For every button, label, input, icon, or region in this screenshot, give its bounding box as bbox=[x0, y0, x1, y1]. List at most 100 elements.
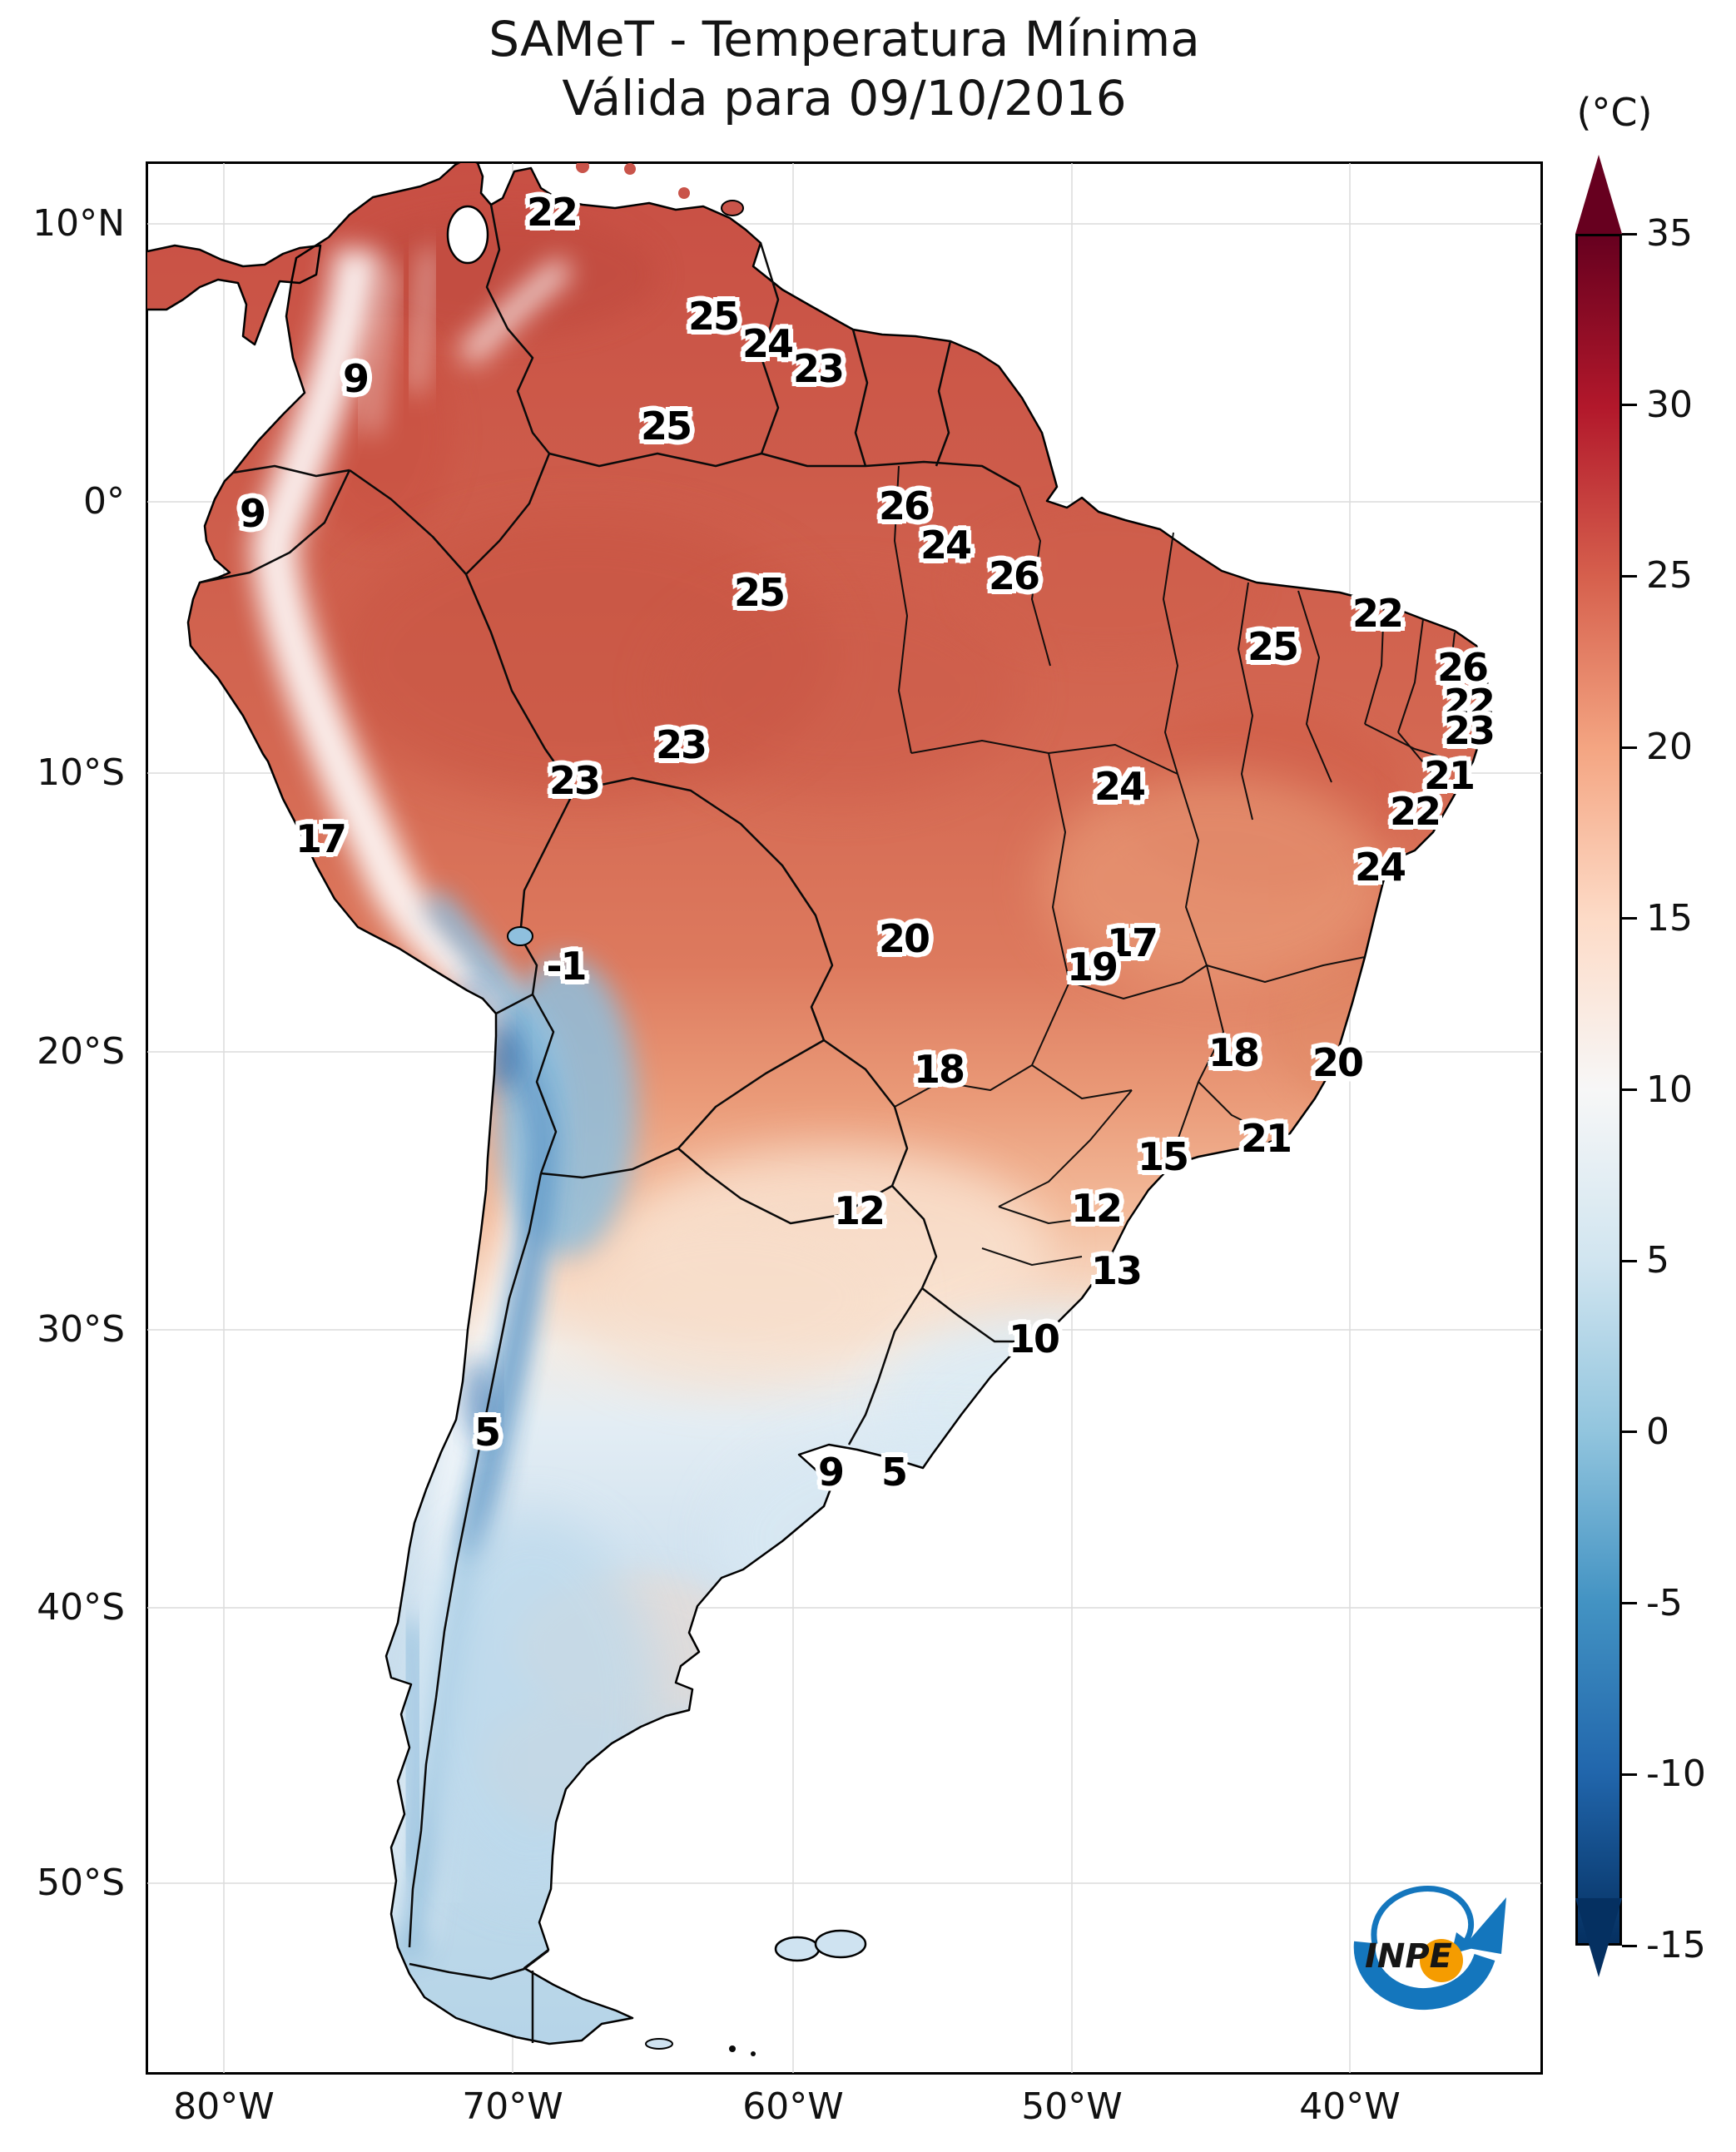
temperature-value-label: 22 bbox=[1389, 789, 1441, 834]
lat-tick-label: 0° bbox=[83, 480, 125, 523]
colorbar-tick-mark bbox=[1622, 574, 1637, 578]
staten-island bbox=[645, 2038, 673, 2050]
lat-tick-label: 40°S bbox=[37, 1586, 125, 1629]
temperature-value-label: 22 bbox=[526, 190, 578, 235]
temperature-value-label: 17 bbox=[1106, 920, 1158, 965]
colorbar-tick-label: -15 bbox=[1646, 1924, 1706, 1966]
inpe-logo: INPE bbox=[1353, 1886, 1506, 2011]
temperature-value-label: 23 bbox=[548, 758, 601, 803]
lat-tick-label: 10°N bbox=[32, 202, 125, 245]
temperature-value-label: 24 bbox=[1354, 845, 1406, 890]
colorbar-tick-mark bbox=[1622, 404, 1637, 407]
temperature-value-label: 21 bbox=[1240, 1116, 1292, 1161]
temperature-value-label: 22 bbox=[1443, 681, 1495, 726]
colorbar-tick-label: -5 bbox=[1646, 1581, 1683, 1624]
temperature-value-label: 10 bbox=[1008, 1316, 1060, 1361]
temperature-value-label: 26 bbox=[1436, 645, 1489, 690]
temperature-value-label: 23 bbox=[1443, 708, 1495, 753]
temperature-value-label: 26 bbox=[878, 483, 930, 528]
colorbar-tick-label: 25 bbox=[1646, 554, 1693, 598]
temperature-value-label: 20 bbox=[878, 916, 930, 961]
colorbar-tick-label: 30 bbox=[1646, 383, 1693, 426]
falkland-island-west bbox=[774, 1936, 821, 1962]
trinidad-island bbox=[721, 200, 744, 216]
temperature-value-label: 26 bbox=[988, 553, 1040, 598]
temperature-value-label: 25 bbox=[1247, 624, 1299, 669]
figure-title-line1: SAMeT - Temperatura Mínima bbox=[489, 11, 1200, 67]
temperature-value-label: 15 bbox=[1137, 1134, 1189, 1179]
lat-tick-label: 20°S bbox=[37, 1030, 125, 1073]
lon-tick-label: 50°W bbox=[1021, 2085, 1123, 2128]
colorbar-unit-label: (°C) bbox=[1576, 90, 1653, 135]
colorbar-tick-mark bbox=[1622, 1602, 1637, 1605]
temperature-value-label: 20 bbox=[1312, 1040, 1364, 1085]
temperature-value-label: 13 bbox=[1090, 1248, 1143, 1293]
temperature-value-label: 25 bbox=[733, 570, 786, 615]
temperature-value-label: 24 bbox=[920, 523, 972, 568]
colorbar-tick-label: 10 bbox=[1646, 1068, 1693, 1111]
colorbar-tick-label: 35 bbox=[1646, 212, 1693, 255]
colorbar-tick-label: 15 bbox=[1646, 896, 1693, 940]
colorbar-tick-mark bbox=[1622, 746, 1637, 749]
coastline bbox=[147, 163, 1490, 2045]
colorbar-tick-mark bbox=[1622, 917, 1637, 920]
figure-title-line2: Válida para 09/10/2016 bbox=[562, 69, 1127, 126]
lon-tick-label: 60°W bbox=[742, 2085, 844, 2128]
colorbar-under-arrow bbox=[1575, 1898, 1622, 1977]
colorbar-tick-label: 0 bbox=[1646, 1410, 1669, 1453]
colorbar-tick-label: 5 bbox=[1646, 1239, 1669, 1282]
temperature-value-label: 5 bbox=[880, 1450, 908, 1495]
temperature-value-label: 17 bbox=[295, 816, 347, 861]
temperature-value-label: 18 bbox=[1208, 1030, 1260, 1075]
temperature-value-label: -1 bbox=[546, 944, 587, 989]
logo-swirl-thick bbox=[1353, 1941, 1495, 2011]
logo-arrowhead bbox=[1463, 1897, 1506, 1954]
colorbar-tick-mark bbox=[1622, 1088, 1637, 1091]
lon-tick-label: 40°W bbox=[1299, 2085, 1401, 2128]
lat-tick-label: 10°S bbox=[37, 751, 125, 794]
temperature-value-label: 12 bbox=[833, 1188, 885, 1233]
colorbar-tick-label: 20 bbox=[1646, 726, 1693, 769]
isla-margarita bbox=[678, 187, 690, 199]
temperature-value-label: 24 bbox=[1094, 764, 1146, 809]
caribbean-island bbox=[576, 163, 589, 173]
temperature-value-label: 25 bbox=[640, 404, 692, 449]
caribbean-island bbox=[624, 163, 636, 175]
temperature-value-label: 21 bbox=[1423, 753, 1476, 798]
temperature-value-label: 22 bbox=[1352, 591, 1404, 636]
state-borders bbox=[894, 465, 1466, 1266]
colorbar-tick-mark bbox=[1622, 1259, 1637, 1262]
colorbar-tick-mark bbox=[1622, 1944, 1637, 1947]
falkland-island-east bbox=[814, 1929, 867, 1959]
temperature-value-label: 24 bbox=[742, 321, 794, 366]
temperature-value-label: 12 bbox=[1070, 1186, 1123, 1231]
temperature-value-label: 19 bbox=[1066, 945, 1118, 989]
lakes-islands bbox=[446, 163, 867, 2056]
logo-text: INPE bbox=[1365, 1937, 1452, 1976]
temperature-value-label: 25 bbox=[687, 294, 740, 339]
small-island bbox=[751, 2051, 756, 2056]
small-island bbox=[729, 2045, 736, 2052]
figure-title: SAMeT - Temperatura Mínima Válida para 0… bbox=[147, 10, 1541, 128]
political-borders bbox=[199, 204, 1024, 2043]
logo-orange-ball bbox=[1420, 1939, 1463, 1982]
lake-titicaca bbox=[507, 926, 533, 946]
temperature-value-label: 23 bbox=[792, 346, 845, 391]
colorbar-gradient bbox=[1575, 234, 1622, 1946]
temperature-value-label: 9 bbox=[239, 491, 266, 536]
lon-tick-label: 70°W bbox=[462, 2085, 563, 2128]
temperature-value-label: 18 bbox=[913, 1047, 965, 1092]
temperature-value-label: 9 bbox=[342, 356, 370, 401]
colorbar-over-arrow bbox=[1575, 155, 1622, 234]
temperature-value-label: 9 bbox=[817, 1450, 845, 1495]
lon-tick-label: 80°W bbox=[173, 2085, 275, 2128]
lat-tick-label: 30°S bbox=[37, 1308, 125, 1351]
colorbar-tick-mark bbox=[1622, 1773, 1637, 1776]
lake-maracaibo bbox=[446, 205, 489, 265]
colorbar-tick-mark bbox=[1622, 1431, 1637, 1434]
south-america-map bbox=[147, 163, 1541, 2073]
logo-swirl-thin bbox=[1371, 1886, 1475, 1945]
colorbar-tick-label: -10 bbox=[1646, 1753, 1706, 1796]
lat-tick-label: 50°S bbox=[37, 1862, 125, 1904]
